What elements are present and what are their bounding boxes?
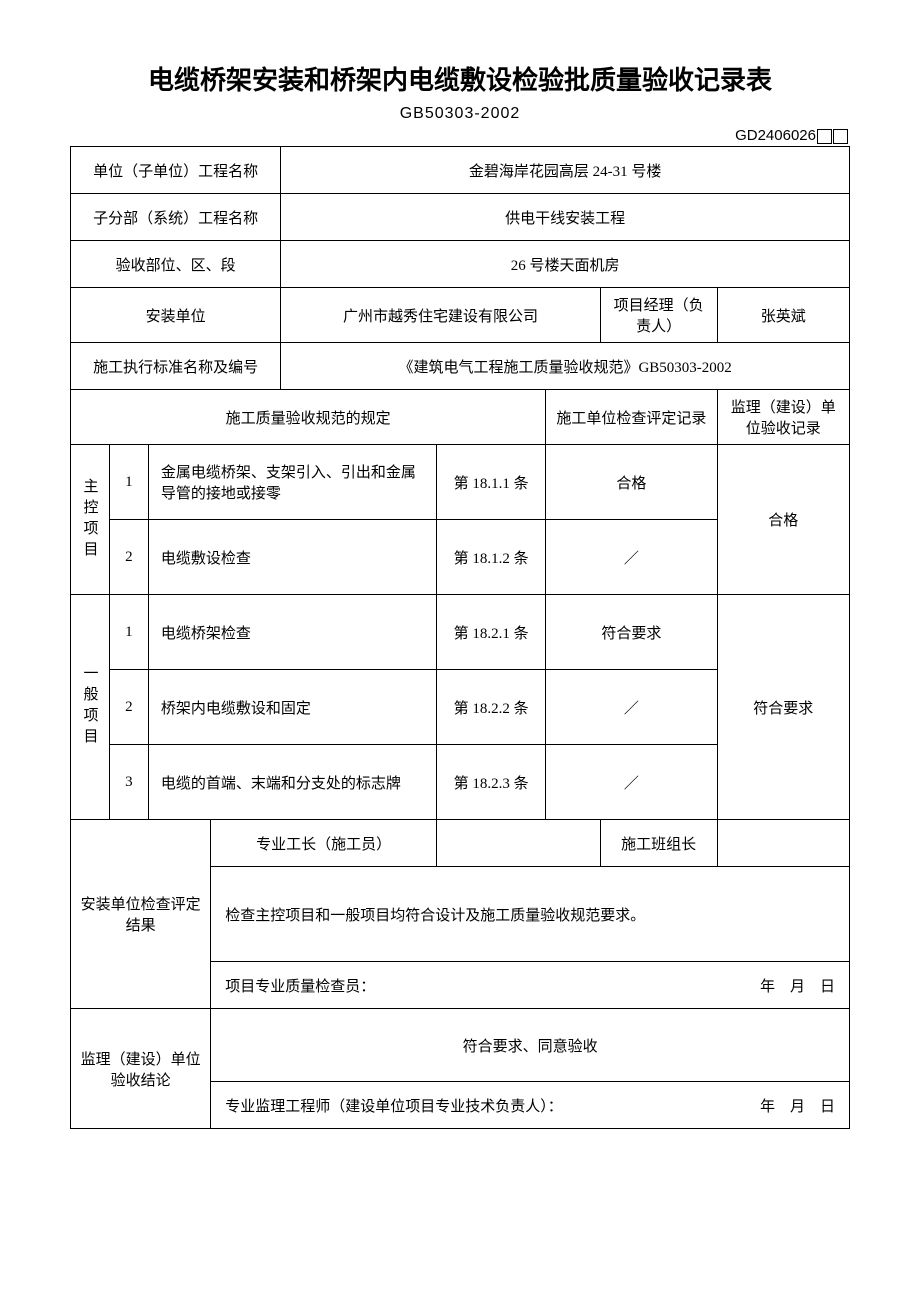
gen-row-record: 符合要求 [546,595,717,670]
gen-row-record: ／ [546,670,717,745]
gen-row-clause: 第 18.2.3 条 [437,745,546,820]
team-leader-value [717,820,849,867]
page-title: 电缆桥架安装和桥架内电缆敷设检验批质量验收记录表 [70,60,850,97]
supervision-label: 监理（建设）单位验收结论 [71,1009,211,1129]
foreman-value [437,820,601,867]
install-unit-value: 广州市越秀住宅建设有限公司 [281,288,600,343]
mc-row-no: 1 [109,445,148,520]
gen-row-no: 3 [109,745,148,820]
install-conclusion: 检查主控项目和一般项目均符合设计及施工质量验收规范要求。 [211,867,850,962]
mc-row-no: 2 [109,520,148,595]
mc-row-clause: 第 18.1.1 条 [437,445,546,520]
team-leader-label: 施工班组长 [600,820,717,867]
inspection-table: 单位（子单位）工程名称 金碧海岸花园高层 24-31 号楼 子分部（系统）工程名… [70,146,850,1129]
supervision-conclusion: 符合要求、同意验收 [211,1009,850,1082]
gen-row-record: ／ [546,745,717,820]
mc-supervision-result: 合格 [717,445,849,595]
col-construction-record: 施工单位检查评定记录 [546,390,717,445]
general-label: 一般项目 [71,595,110,820]
gen-supervision-result: 符合要求 [717,595,849,820]
mc-row-desc: 电缆敷设检查 [148,520,436,595]
gen-row-clause: 第 18.2.2 条 [437,670,546,745]
mc-row-record: 合格 [546,445,717,520]
install-check-label: 安装单位检查评定结果 [71,820,211,1009]
accept-part-label: 验收部位、区、段 [71,241,281,288]
install-unit-label: 安装单位 [71,288,281,343]
gen-row-desc: 电缆的首端、末端和分支处的标志牌 [148,745,436,820]
unit-project-label: 单位（子单位）工程名称 [71,147,281,194]
pm-value: 张英斌 [717,288,849,343]
exec-standard-value: 《建筑电气工程施工质量验收规范》GB50303-2002 [281,343,850,390]
pm-label: 项目经理（负责人） [600,288,717,343]
gen-row-desc: 桥架内电缆敷设和固定 [148,670,436,745]
mc-row-desc: 金属电缆桥架、支架引入、引出和金属导管的接地或接零 [148,445,436,520]
col-spec-rule: 施工质量验收规范的规定 [71,390,546,445]
main-control-label: 主控项目 [71,445,110,595]
gen-row-clause: 第 18.2.1 条 [437,595,546,670]
qc-inspector-line: 项目专业质量检查员： 年 月 日 [211,962,850,1009]
col-supervision-record: 监理（建设）单位验收记录 [717,390,849,445]
sub-project-label: 子分部（系统）工程名称 [71,194,281,241]
accept-part-value: 26 号楼天面机房 [281,241,850,288]
mc-row-clause: 第 18.1.2 条 [437,520,546,595]
mc-row-record: ／ [546,520,717,595]
gen-row-desc: 电缆桥架检查 [148,595,436,670]
doc-code: GD2406026 [70,127,850,144]
supervision-engineer-line: 专业监理工程师（建设单位项目专业技术负责人）： 年 月 日 [211,1082,850,1129]
gen-row-no: 1 [109,595,148,670]
unit-project-value: 金碧海岸花园高层 24-31 号楼 [281,147,850,194]
foreman-label: 专业工长（施工员） [211,820,437,867]
exec-standard-label: 施工执行标准名称及编号 [71,343,281,390]
gen-row-no: 2 [109,670,148,745]
sub-project-value: 供电干线安装工程 [281,194,850,241]
standard-code: GB50303-2002 [70,105,850,123]
